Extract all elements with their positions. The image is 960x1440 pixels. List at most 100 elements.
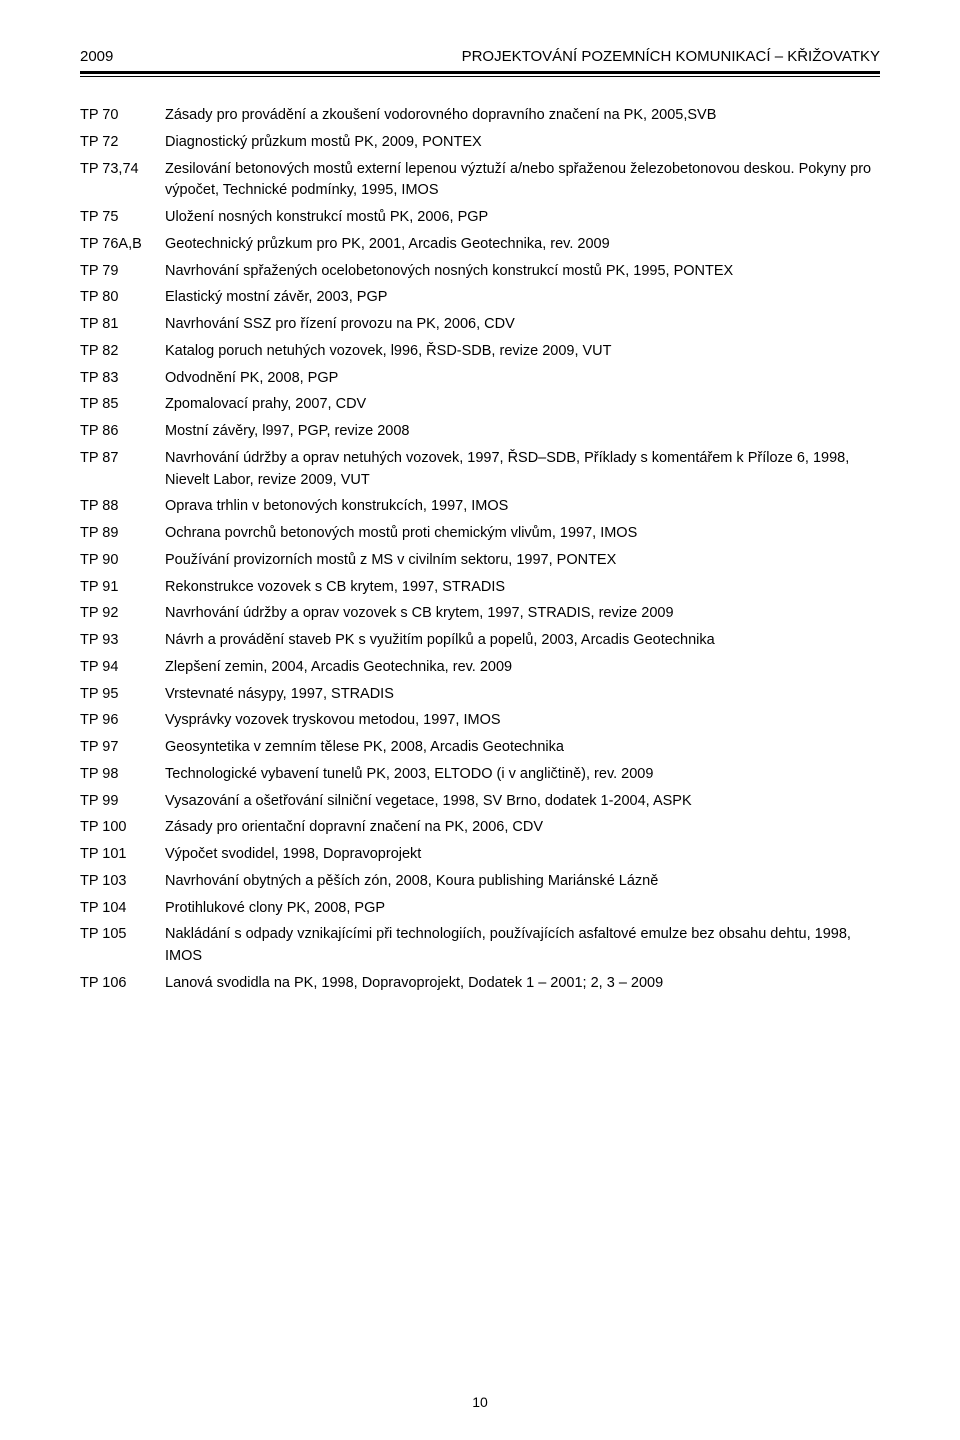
entry-description: Odvodnění PK, 2008, PGP [165,368,880,390]
entry-code: TP 98 [80,764,165,786]
entry-code: TP 94 [80,657,165,679]
entry-code: TP 99 [80,791,165,813]
entry-description: Navrhování spřažených ocelobetonových no… [165,261,880,283]
entry-row: TP 88Oprava trhlin v betonových konstruk… [80,496,880,518]
entry-row: TP 92Navrhování údržby a oprav vozovek s… [80,603,880,625]
entry-row: TP 101Výpočet svodidel, 1998, Dopravopro… [80,844,880,866]
entry-code: TP 88 [80,496,165,518]
entry-row: TP 70Zásady pro provádění a zkoušení vod… [80,105,880,127]
entry-row: TP 87Navrhování údržby a oprav netuhých … [80,448,880,492]
entries-list: TP 70Zásady pro provádění a zkoušení vod… [80,105,880,995]
entry-code: TP 82 [80,341,165,363]
entry-code: TP 90 [80,550,165,572]
entry-description: Zásady pro provádění a zkoušení vodorovn… [165,105,880,127]
entry-code: TP 87 [80,448,165,492]
entry-row: TP 79Navrhování spřažených ocelobetonový… [80,261,880,283]
entry-row: TP 82Katalog poruch netuhých vozovek, l9… [80,341,880,363]
rule-thin [80,76,880,77]
entry-description: Používání provizorních mostů z MS v civi… [165,550,880,572]
entry-description: Technologické vybavení tunelů PK, 2003, … [165,764,880,786]
entry-code: TP 81 [80,314,165,336]
entry-row: TP 97Geosyntetika v zemním tělese PK, 20… [80,737,880,759]
entry-description: Navrhování údržby a oprav netuhých vozov… [165,448,880,492]
entry-code: TP 91 [80,577,165,599]
entry-row: TP 95Vrstevnaté násypy, 1997, STRADIS [80,684,880,706]
entry-row: TP 105Nakládání s odpady vznikajícími př… [80,924,880,968]
page-number: 10 [0,1394,960,1410]
entry-code: TP 75 [80,207,165,229]
entry-description: Navrhování obytných a pěších zón, 2008, … [165,871,880,893]
entry-row: TP 98Technologické vybavení tunelů PK, 2… [80,764,880,786]
entry-row: TP 72Diagnostický průzkum mostů PK, 2009… [80,132,880,154]
entry-description: Elastický mostní závěr, 2003, PGP [165,287,880,309]
entry-code: TP 100 [80,817,165,839]
entry-code: TP 106 [80,973,165,995]
entry-code: TP 73,74 [80,159,165,203]
entry-description: Diagnostický průzkum mostů PK, 2009, PON… [165,132,880,154]
entry-row: TP 91Rekonstrukce vozovek s CB krytem, 1… [80,577,880,599]
entry-row: TP 80Elastický mostní závěr, 2003, PGP [80,287,880,309]
entry-description: Vrstevnaté násypy, 1997, STRADIS [165,684,880,706]
entry-row: TP 75Uložení nosných konstrukcí mostů PK… [80,207,880,229]
entry-description: Mostní závěry, l997, PGP, revize 2008 [165,421,880,443]
entry-code: TP 76A,B [80,234,165,256]
entry-description: Návrh a provádění staveb PK s využitím p… [165,630,880,652]
entry-description: Ochrana povrchů betonových mostů proti c… [165,523,880,545]
entry-code: TP 93 [80,630,165,652]
entry-description: Geosyntetika v zemním tělese PK, 2008, A… [165,737,880,759]
entry-row: TP 86Mostní závěry, l997, PGP, revize 20… [80,421,880,443]
entry-row: TP 103Navrhování obytných a pěších zón, … [80,871,880,893]
entry-row: TP 76A,BGeotechnický průzkum pro PK, 200… [80,234,880,256]
entry-code: TP 80 [80,287,165,309]
entry-code: TP 96 [80,710,165,732]
entry-row: TP 93Návrh a provádění staveb PK s využi… [80,630,880,652]
entry-description: Lanová svodidla na PK, 1998, Dopravoproj… [165,973,880,995]
header-year: 2009 [80,48,113,65]
entry-code: TP 103 [80,871,165,893]
entry-row: TP 96Vysprávky vozovek tryskovou metodou… [80,710,880,732]
entry-row: TP 104Protihlukové clony PK, 2008, PGP [80,898,880,920]
entry-row: TP 73,74Zesilování betonových mostů exte… [80,159,880,203]
entry-description: Geotechnický průzkum pro PK, 2001, Arcad… [165,234,880,256]
entry-description: Zásady pro orientační dopravní značení n… [165,817,880,839]
entry-code: TP 97 [80,737,165,759]
rule-thick [80,71,880,74]
entry-description: Výpočet svodidel, 1998, Dopravoprojekt [165,844,880,866]
entry-code: TP 70 [80,105,165,127]
entry-description: Nakládání s odpady vznikajícími při tech… [165,924,880,968]
entry-code: TP 89 [80,523,165,545]
entry-description: Oprava trhlin v betonových konstrukcích,… [165,496,880,518]
entry-code: TP 104 [80,898,165,920]
entry-row: TP 94Zlepšení zemin, 2004, Arcadis Geote… [80,657,880,679]
entry-description: Katalog poruch netuhých vozovek, l996, Ř… [165,341,880,363]
entry-description: Navrhování SSZ pro řízení provozu na PK,… [165,314,880,336]
entry-description: Zlepšení zemin, 2004, Arcadis Geotechnik… [165,657,880,679]
entry-row: TP 90Používání provizorních mostů z MS v… [80,550,880,572]
entry-code: TP 105 [80,924,165,968]
entry-code: TP 86 [80,421,165,443]
entry-description: Zpomalovací prahy, 2007, CDV [165,394,880,416]
entry-row: TP 81Navrhování SSZ pro řízení provozu n… [80,314,880,336]
entry-row: TP 85Zpomalovací prahy, 2007, CDV [80,394,880,416]
entry-code: TP 79 [80,261,165,283]
entry-code: TP 72 [80,132,165,154]
entry-description: Zesilování betonových mostů externí lepe… [165,159,880,203]
entry-description: Vysazování a ošetřování silniční vegetac… [165,791,880,813]
entry-code: TP 101 [80,844,165,866]
entry-row: TP 100Zásady pro orientační dopravní zna… [80,817,880,839]
entry-row: TP 106Lanová svodidla na PK, 1998, Dopra… [80,973,880,995]
entry-description: Protihlukové clony PK, 2008, PGP [165,898,880,920]
entry-code: TP 92 [80,603,165,625]
entry-row: TP 89Ochrana povrchů betonových mostů pr… [80,523,880,545]
entry-code: TP 83 [80,368,165,390]
entry-row: TP 99Vysazování a ošetřování silniční ve… [80,791,880,813]
header-title: PROJEKTOVÁNÍ POZEMNÍCH KOMUNIKACÍ – KŘIŽ… [462,48,880,65]
header-row: 2009 PROJEKTOVÁNÍ POZEMNÍCH KOMUNIKACÍ –… [80,48,880,65]
entry-code: TP 85 [80,394,165,416]
entry-row: TP 83Odvodnění PK, 2008, PGP [80,368,880,390]
entry-code: TP 95 [80,684,165,706]
entry-description: Rekonstrukce vozovek s CB krytem, 1997, … [165,577,880,599]
entry-description: Uložení nosných konstrukcí mostů PK, 200… [165,207,880,229]
entry-description: Vysprávky vozovek tryskovou metodou, 199… [165,710,880,732]
entry-description: Navrhování údržby a oprav vozovek s CB k… [165,603,880,625]
